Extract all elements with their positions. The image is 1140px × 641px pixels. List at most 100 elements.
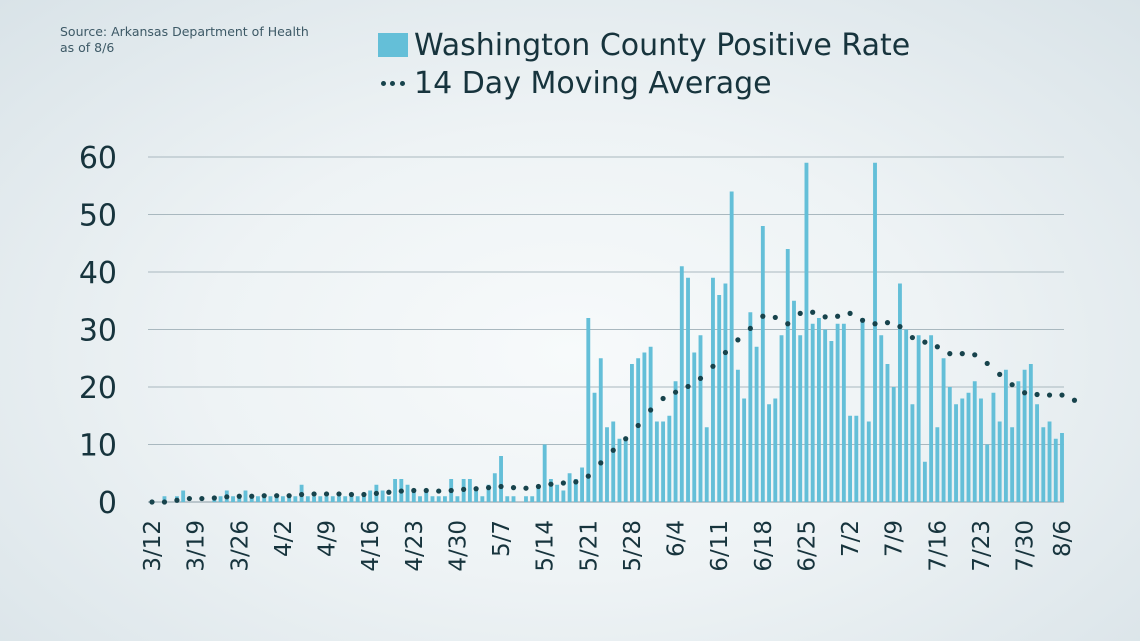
bar <box>386 496 391 502</box>
bar <box>318 496 323 502</box>
bar <box>841 323 846 502</box>
bar <box>237 496 242 502</box>
x-tick-label: 4/30 <box>445 520 471 572</box>
x-tick-label: 3/19 <box>184 520 210 572</box>
bar <box>816 318 821 502</box>
average-point <box>635 422 641 429</box>
y-tick-label: 0 <box>98 486 117 521</box>
bar <box>1047 421 1052 502</box>
bar <box>667 415 672 502</box>
bar <box>636 358 641 502</box>
bar <box>542 444 547 502</box>
average-point <box>398 488 404 494</box>
bar <box>1022 369 1027 502</box>
bar <box>879 335 884 502</box>
y-tick-label: 40 <box>79 256 117 291</box>
bar <box>642 352 647 502</box>
bar <box>492 473 497 502</box>
x-tick-label: 7/23 <box>969 520 995 572</box>
average-point <box>660 395 666 402</box>
bar <box>648 346 653 502</box>
bar <box>1003 369 1008 502</box>
x-tick-label: 6/11 <box>707 520 733 572</box>
moving-average-line <box>149 309 1078 505</box>
bar <box>287 496 292 502</box>
average-point <box>323 491 330 497</box>
x-tick-label: 3/12 <box>140 520 166 572</box>
average-point <box>598 460 604 466</box>
bar <box>418 496 422 502</box>
bar <box>293 496 298 502</box>
average-point <box>485 485 492 491</box>
bar <box>679 266 684 502</box>
average-point <box>959 351 965 357</box>
average-point <box>236 493 242 499</box>
bar <box>486 484 491 502</box>
bar <box>673 381 678 502</box>
bar <box>798 335 803 502</box>
average-point <box>448 487 454 494</box>
average-point <box>1034 391 1040 398</box>
average-point <box>224 494 230 500</box>
bar <box>704 427 709 502</box>
average-point <box>735 337 741 343</box>
bar <box>162 496 167 502</box>
bar <box>960 398 965 502</box>
y-tick-label: 50 <box>79 199 117 234</box>
average-point <box>1046 392 1053 398</box>
bar <box>467 479 472 502</box>
legend-swatch-dots <box>378 71 408 95</box>
average-point <box>535 483 542 490</box>
bar <box>361 496 366 502</box>
bar <box>474 490 479 502</box>
legend: Washington County Positive Rate 14 Day M… <box>378 26 910 102</box>
average-point <box>672 389 679 395</box>
legend-swatch-bar <box>378 33 408 57</box>
average-point <box>1022 390 1028 396</box>
bar <box>268 496 273 502</box>
average-point <box>760 313 766 319</box>
x-tick-label: 7/30 <box>1013 520 1039 572</box>
bar <box>249 496 254 502</box>
average-point <box>473 486 479 492</box>
bar <box>573 479 578 502</box>
bar <box>829 341 834 502</box>
average-point <box>348 491 355 498</box>
bar <box>723 283 728 502</box>
average-point <box>1071 397 1078 403</box>
average-point <box>199 495 205 502</box>
x-tick-label: 4/23 <box>402 520 428 572</box>
bar <box>405 484 410 502</box>
bar <box>262 496 267 502</box>
bar <box>873 162 877 502</box>
average-point <box>461 486 467 492</box>
y-tick-label: 60 <box>79 141 117 176</box>
average-point <box>785 321 791 327</box>
bar <box>524 496 528 502</box>
bar <box>947 387 952 502</box>
average-point <box>997 371 1003 377</box>
average-point <box>847 310 853 316</box>
bar <box>499 456 503 502</box>
bar <box>231 496 235 502</box>
average-point <box>772 314 778 321</box>
bar <box>767 404 771 502</box>
bar <box>218 496 223 502</box>
average-point <box>211 495 217 501</box>
bar <box>280 496 285 502</box>
average-point <box>573 479 579 485</box>
bar <box>748 312 753 502</box>
average-point <box>934 344 940 350</box>
bar <box>773 398 778 502</box>
as-of-line: as of 8/6 <box>60 40 115 55</box>
bar <box>735 369 740 502</box>
average-point <box>710 363 716 369</box>
y-tick-label: 20 <box>79 371 117 406</box>
bar <box>804 162 809 502</box>
x-tick-label: 3/26 <box>227 520 253 572</box>
bar <box>511 496 516 502</box>
bar <box>555 484 560 502</box>
bar <box>355 496 360 502</box>
average-point <box>984 360 990 367</box>
average-point <box>261 493 267 499</box>
